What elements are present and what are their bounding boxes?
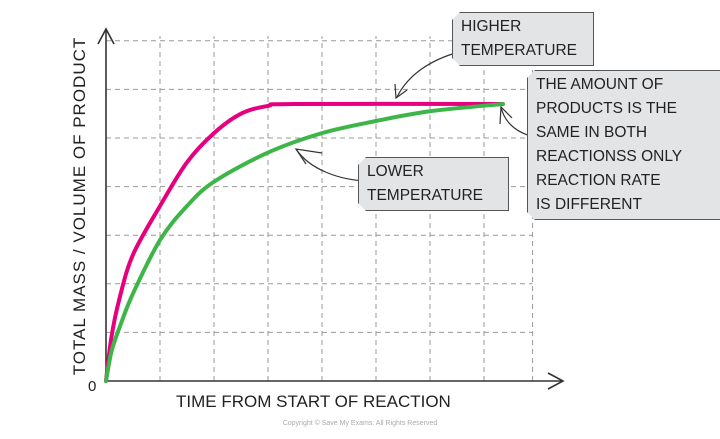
x-axis-arrow [547,372,565,390]
callout-line: PRODUCTS IS THE [536,100,677,117]
y-axis-label: TOTAL MASS / VOLUME OF PRODUCT [70,36,89,376]
lower-temperature-callout: LOWER TEMPERATURE [358,157,509,211]
higher-temperature-callout: HIGHER TEMPERATURE [452,12,594,66]
higher-temperature-curve [104,101,505,383]
y-axis-arrow [97,27,115,45]
x-axis-label: TIME FROM START OF REACTION [176,392,451,411]
higher-arrowhead [394,83,408,100]
lower-arrow [295,148,368,182]
note-arrowhead [499,105,513,125]
lower-arrowhead [294,148,323,165]
higher-arrow [396,51,460,98]
copyright: Copyright © Save My Exams. All Rights Re… [282,420,438,427]
callout-line: TEMPERATURE [461,42,577,59]
callout-line: REACTIONSS ONLY [536,148,683,165]
callout-line: HIGHER [461,18,522,35]
lower-temperature-curve [104,101,505,383]
callout-line: IS DIFFERENT [536,196,642,213]
origin-label: 0 [88,378,97,395]
callout-line: TEMPERATURE [367,187,483,204]
axes [97,27,565,390]
same-amount-note-callout: THE AMOUNT OF PRODUCTS IS THE SAME IN BO… [527,70,720,220]
callout-line: THE AMOUNT OF [536,76,664,93]
callout-line: REACTION RATE [536,172,661,189]
callout-line: LOWER [367,163,424,180]
callout-line: SAME IN BOTH [536,124,648,141]
